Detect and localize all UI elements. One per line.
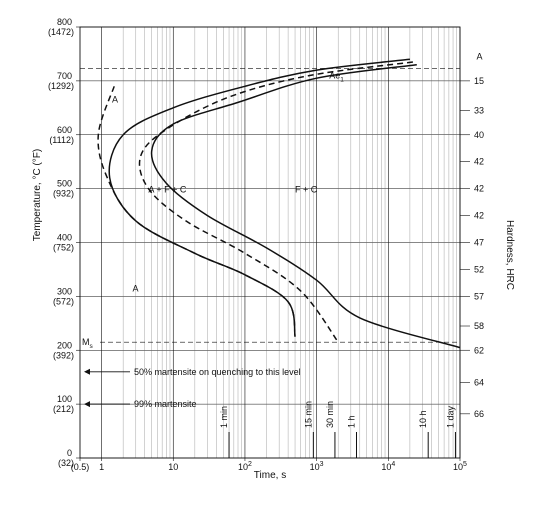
y-tick-label-c: 500 — [57, 179, 72, 189]
annotations: 50% martensite on quenching to this leve… — [84, 367, 301, 409]
x-tick-label: 1 — [99, 462, 104, 472]
y-tick-label-c: 800 — [57, 17, 72, 27]
y-tick-label-f: (572) — [53, 296, 74, 306]
y-tick-label-f: (1472) — [48, 27, 74, 37]
y-tick-label-c: 400 — [57, 233, 72, 243]
y-tick-label-f: (1292) — [48, 81, 74, 91]
hardness-tick-label: 42 — [474, 157, 484, 167]
x-tick-label: 103 — [310, 461, 324, 472]
reference-lines — [80, 68, 460, 343]
region-label: A — [133, 283, 139, 293]
ms-label: Ms — [82, 337, 94, 350]
annotation-text: 50% martensite on quenching to this leve… — [134, 367, 301, 377]
y-tick-label-c: 600 — [57, 125, 72, 135]
y2-axis-label: Hardness, HRC — [504, 220, 515, 290]
region-label: A — [477, 52, 483, 62]
y-tick-label-c: 300 — [57, 286, 72, 296]
hardness-ticks: 15 33 40 42 42 42 47 52 57 58 62 64 66 — [460, 76, 484, 419]
hardness-tick-label: 33 — [474, 106, 484, 116]
x-axis-ticks: (0.5) 1 10 102 103 104 105 — [71, 458, 467, 472]
grid-lines — [80, 26, 461, 459]
y-tick-label-f: (392) — [53, 350, 74, 360]
hardness-tick-label: 57 — [474, 291, 484, 301]
x-tick-label: 10 — [168, 462, 178, 472]
hardness-tick-label: 40 — [474, 130, 484, 140]
y-tick-label-f: (212) — [53, 404, 74, 414]
curve-2-solid — [108, 58, 410, 337]
time-marker-label: 1 min — [219, 406, 229, 428]
y-tick-label-c: 0 — [67, 448, 72, 458]
x-axis-label: Time, s — [254, 470, 286, 481]
x-tick-label: 102 — [238, 461, 252, 472]
region-label: A — [112, 95, 118, 105]
time-marker-label: 30 min — [325, 401, 335, 428]
hardness-tick-label: 58 — [474, 321, 484, 331]
hardness-tick-label: 15 — [474, 76, 484, 86]
y-tick-label-f: (752) — [53, 243, 74, 253]
y-tick-label-c: 700 — [57, 71, 72, 81]
hardness-tick-label: 62 — [474, 345, 484, 355]
y-tick-label-c: 100 — [57, 394, 72, 404]
x-tick-label: 105 — [453, 461, 467, 472]
hardness-tick-label: 47 — [474, 238, 484, 248]
x-tick-label: (0.5) — [71, 462, 90, 472]
y-tick-label-f: (1112) — [49, 135, 74, 145]
y-axis-ticks: 0(32) 100(212) 200(392) 300(572) 400(752) 500… — [48, 17, 80, 468]
y-tick-label-c: 200 — [57, 340, 72, 350]
hardness-tick-label: 64 — [474, 378, 484, 388]
x-tick-label: 104 — [381, 461, 395, 472]
hardness-tick-label: 42 — [474, 211, 484, 221]
curve-4-solid — [150, 63, 461, 349]
time-marker-label: 1 h — [347, 415, 357, 428]
hardness-tick-label: 66 — [474, 409, 484, 419]
y-axis-label: Temperature, °C (°F) — [32, 149, 43, 241]
y-tick-label-f: (932) — [53, 189, 74, 199]
time-marker-label: 10 h — [418, 410, 428, 428]
region-label: A + F + C — [148, 185, 187, 195]
hardness-tick-label: 42 — [474, 184, 484, 194]
region-label: F + C — [295, 185, 318, 195]
hardness-tick-label: 52 — [474, 264, 484, 274]
y-tick-label-f: (32) — [58, 458, 74, 468]
transformation-curves — [97, 58, 461, 349]
time-markers: 1 min 15 min 30 min 1 h 10 h 1 day — [219, 401, 456, 458]
curve-3-dashed — [138, 61, 413, 343]
annotation-arrow-head — [84, 368, 90, 375]
annotation-text: 99% martensite — [134, 399, 197, 409]
time-marker-label: 15 min — [303, 401, 313, 428]
annotation-arrow-head — [84, 401, 90, 408]
time-marker-label: 1 day — [445, 405, 455, 428]
